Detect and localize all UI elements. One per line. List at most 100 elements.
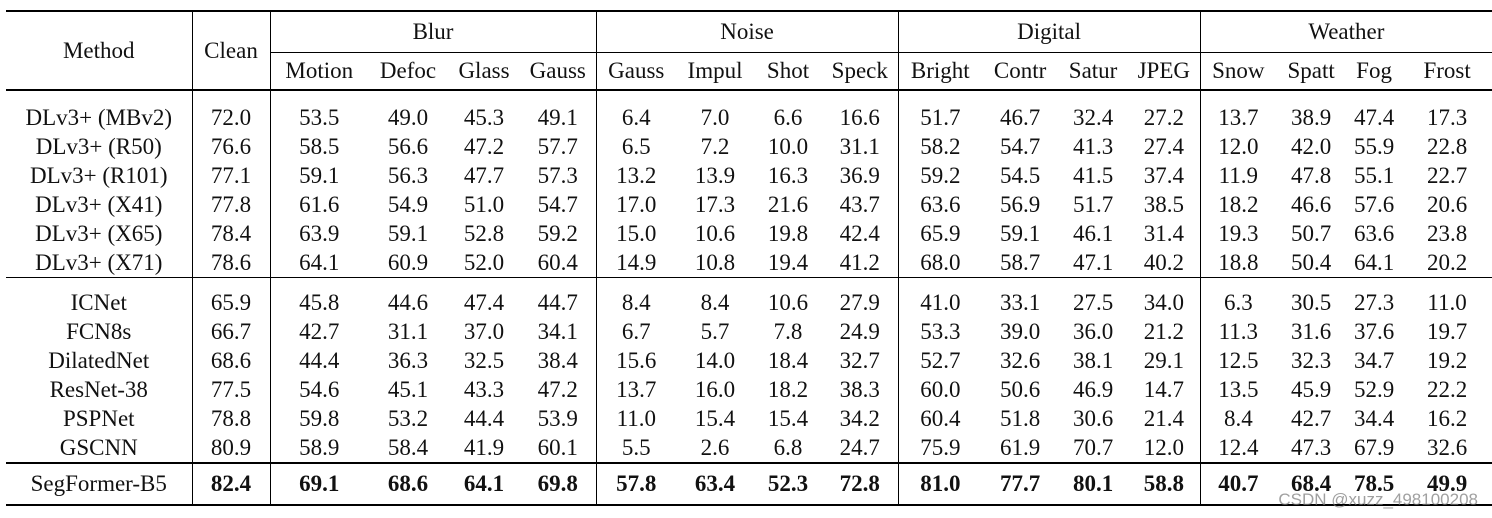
value-cell: 40.2 [1143,249,1184,275]
value-cell: 38.3 [839,376,880,402]
value-cell: 6.7 [595,317,677,346]
value-cell: 32.6 [999,347,1041,373]
value-cell: 19.4 [767,249,809,275]
value-cell: 32.3 [1290,347,1332,373]
value-cell: 53.5 [269,90,368,132]
value-cell: 58.8 [1128,462,1201,506]
value-cell: 38.9 [1290,104,1332,130]
value-cell: 67.9 [1353,434,1395,460]
value-cell: 54.9 [387,191,429,217]
value-cell: 50.7 [1290,220,1332,246]
header-weather-fog: Fog [1346,52,1403,91]
header-method: Method [6,10,192,91]
value-cell: 24.9 [839,318,880,344]
value-cell: 64.1 [448,462,520,506]
value-cell: 18.2 [1199,190,1277,219]
value-cell: 29.1 [1143,347,1184,373]
value-cell: 42.7 [1290,405,1332,431]
value-cell: 6.8 [773,434,803,460]
method-cell: GSCNN [59,434,138,460]
value-cell: 54.7 [999,133,1041,159]
value-cell: 80.1 [1058,462,1129,506]
header-blur-glass: Glass [448,52,520,91]
value-cell: 15.0 [595,219,677,248]
value-cell: 27.3 [1346,277,1403,317]
value-cell: 13.5 [1199,375,1277,404]
value-cell: 10.8 [694,249,736,275]
method-cell: DLv3+ (X71) [35,249,163,275]
value-cell: 43.3 [463,376,505,402]
value-cell: 70.7 [1072,434,1114,460]
header-group-noise: Noise [595,10,899,53]
value-cell: 34.1 [537,318,578,344]
value-cell: 44.6 [368,277,448,317]
value-cell: 59.8 [269,404,368,433]
value-cell: 6.4 [595,90,677,132]
value-cell: 78.8 [191,404,270,433]
value-cell: 10.6 [694,220,736,246]
method-cell: DLv3+ (R50) [35,133,162,159]
value-cell: 63.9 [269,219,368,248]
value-cell: 45.8 [269,277,368,317]
value-cell: 47.4 [1353,104,1395,130]
value-cell: 63.6 [897,190,983,219]
value-cell: 49.0 [387,104,429,130]
method-cell: DLv3+ (X41) [35,191,163,217]
results-table-container: Method Clean Blur Noise Digital Weather … [6,10,1492,506]
value-cell: 23.8 [1426,220,1468,246]
value-cell: 19.7 [1426,318,1468,344]
header-digital-jpeg: JPEG [1128,52,1201,91]
value-cell: 43.7 [839,191,880,217]
method-cell: FCN8s [66,318,132,344]
value-cell: 34.7 [1353,347,1395,373]
value-cell: 40.7 [1199,462,1277,506]
method-cell: DLv3+ (X65) [35,220,163,246]
value-cell: 54.6 [269,375,368,404]
value-cell: 27.5 [1058,277,1129,317]
value-cell: 2.6 [700,434,730,460]
value-cell: 63.4 [676,462,755,506]
value-cell: 68.6 [368,462,448,506]
value-cell: 14.7 [1143,376,1184,402]
value-cell: 12.5 [1199,346,1277,375]
value-cell: 36.0 [1072,318,1114,344]
value-cell: 49.1 [537,104,578,130]
value-cell: 55.1 [1353,162,1395,188]
header-noise-speck: Speck [822,52,899,91]
value-cell: 78.6 [191,248,270,278]
table-row: PSPNet 78.8 59.8 53.2 44.4 53.9 11.0 15.4 15.4 34… [6,404,1492,433]
value-cell: 34.4 [1353,405,1395,431]
value-cell: 53.9 [537,405,578,431]
value-cell: 45.9 [1290,376,1332,402]
value-cell: 52.8 [463,220,505,246]
value-cell: 18.8 [1199,248,1277,278]
header-blur-defoc: Defoc [368,52,448,91]
table-row: DLv3+ (X65) 78.4 63.9 59.1 52.8 59.2 15.0 10.6 1… [6,219,1492,248]
value-cell: 57.7 [537,133,578,159]
value-cell: 37.4 [1143,162,1184,188]
method-cell: DilatedNet [48,347,150,373]
method-cell: ICNet [6,277,192,317]
value-cell: 18.4 [767,347,809,373]
value-cell: 47.2 [537,376,578,402]
value-cell: 7.2 [700,133,730,159]
value-cell: 69.1 [269,462,368,506]
header-digital-bright: Bright [897,52,983,91]
value-cell: 51.7 [1072,191,1114,217]
value-cell: 17.0 [595,190,677,219]
value-cell: 56.6 [387,133,429,159]
value-cell: 46.7 [999,104,1041,130]
value-cell: 63.6 [1353,220,1395,246]
value-cell: 12.0 [1143,434,1184,460]
value-cell: 27.9 [822,277,899,317]
value-cell: 56.3 [387,162,429,188]
value-cell: 41.9 [463,434,505,460]
table-row: ResNet-38 77.5 54.6 45.1 43.3 47.2 13.7 16.0 18.… [6,375,1492,404]
value-cell: 15.4 [694,405,736,431]
value-cell: 30.5 [1276,277,1347,317]
value-cell: 68.6 [191,346,270,375]
value-cell: 47.4 [448,277,520,317]
value-cell: 58.4 [387,434,429,460]
value-cell: 20.6 [1426,191,1468,217]
value-cell: 57.6 [1353,191,1395,217]
